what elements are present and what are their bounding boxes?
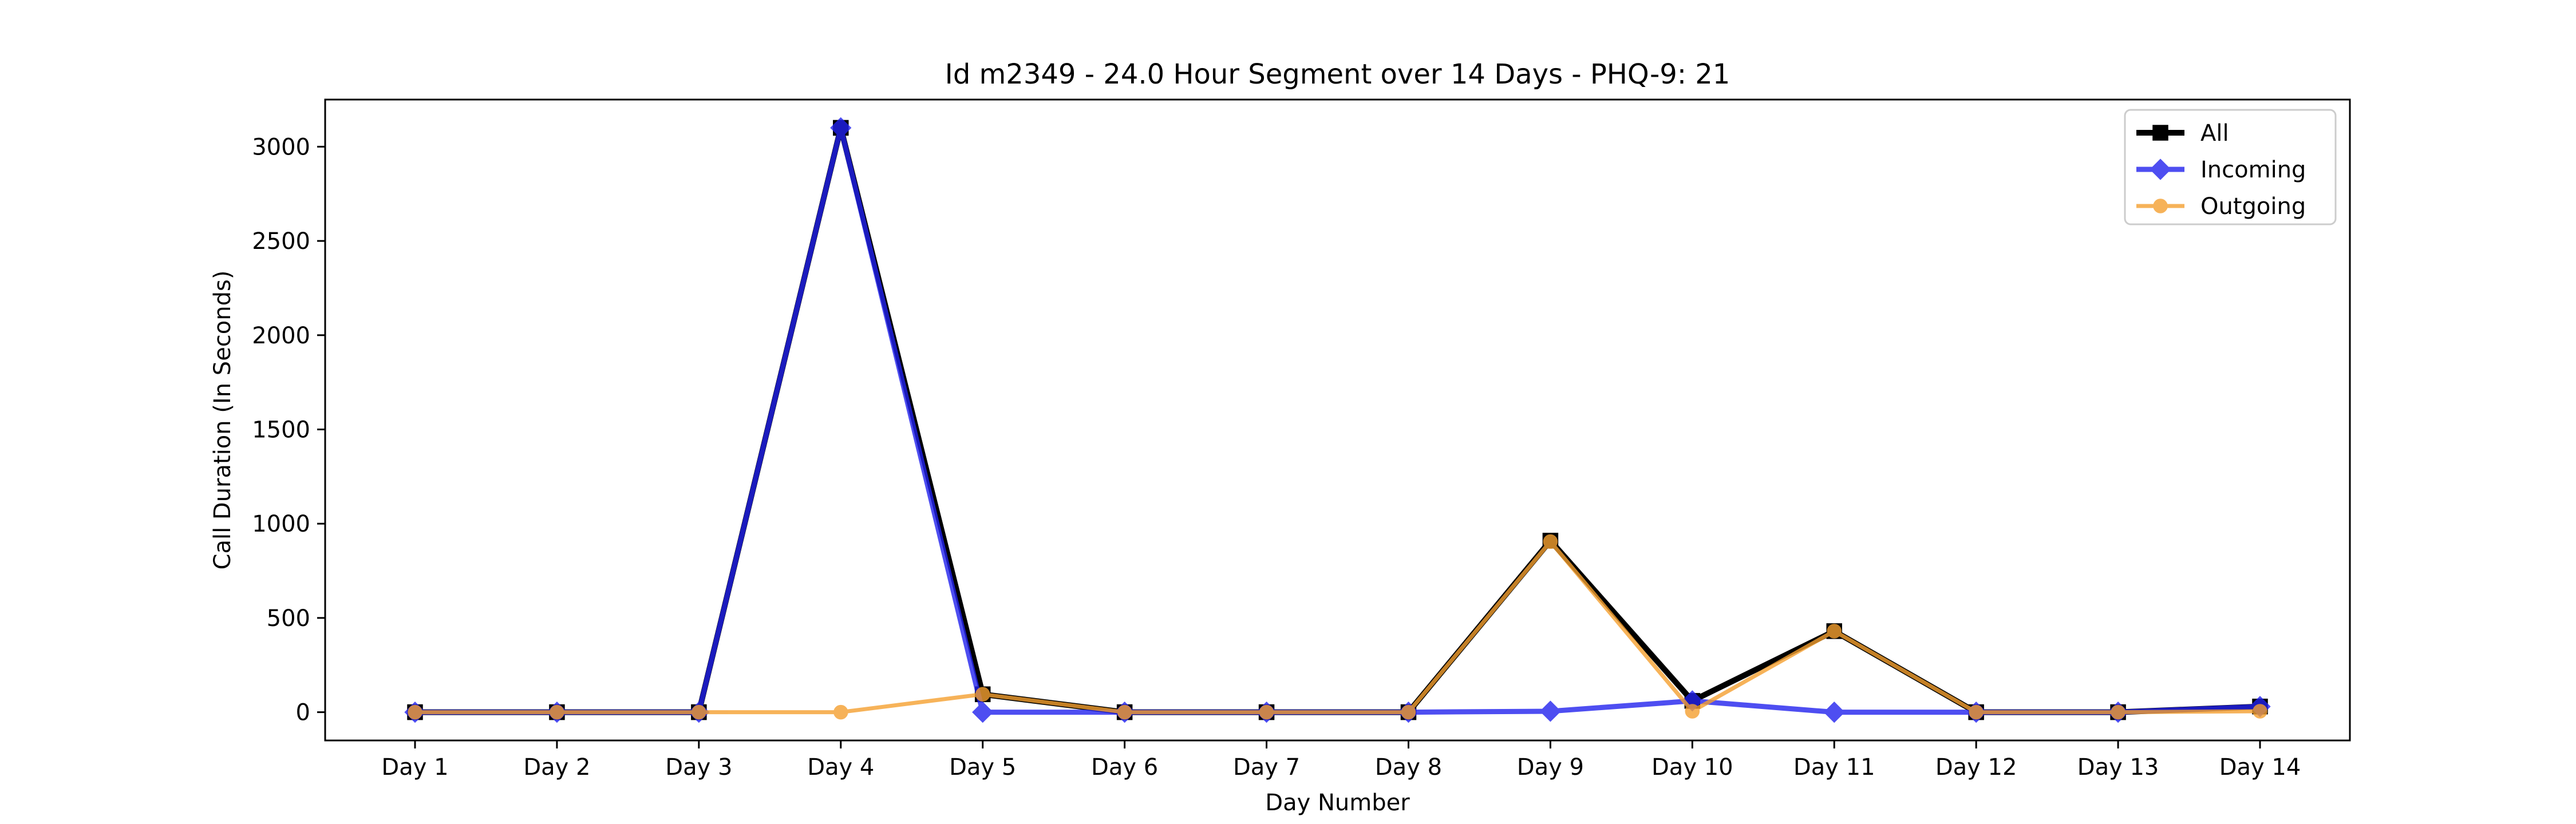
y-tick-label: 3000 [252, 134, 310, 160]
x-tick-label: Day 8 [1375, 754, 1442, 781]
data-point [975, 687, 990, 702]
series-outgoing [408, 534, 2267, 720]
data-point [1259, 704, 1274, 720]
data-point [1823, 701, 1845, 723]
series-layer [404, 117, 2271, 723]
legend-box [2124, 109, 2337, 225]
data-point [1685, 704, 1700, 719]
legend: All Incoming Outgoing [2124, 109, 2337, 225]
data-point [1543, 534, 1558, 549]
y-tick-label: 2000 [252, 323, 310, 349]
x-tick-label: Day 4 [807, 754, 874, 781]
data-point [2253, 704, 2267, 719]
y-axis: 0 500 1000 1500 2000 2500 3000 [252, 134, 325, 726]
legend-entry [2136, 159, 2184, 180]
data-point [550, 704, 564, 720]
x-axis: Day 1 Day 2 Day 3 Day 4 Day 5 Day 6 Day 7 Day 8… [381, 740, 2301, 781]
legend-marker [2150, 159, 2171, 180]
legend-label: Outgoing [2200, 193, 2306, 220]
legend-entry [2136, 199, 2184, 213]
data-point [830, 117, 852, 139]
x-tick-label: Day 6 [1091, 754, 1158, 781]
series-all [407, 120, 2268, 720]
y-tick-label: 0 [296, 700, 310, 726]
data-point [833, 704, 848, 720]
series-incoming [404, 117, 2271, 723]
data-point [692, 704, 706, 720]
y-tick-label: 500 [267, 605, 310, 632]
x-tick-label: Day 11 [1793, 754, 1875, 781]
series-line [415, 539, 2261, 715]
legend-marker [2152, 125, 2168, 141]
legend-marker [2153, 199, 2168, 213]
y-tick-label: 2500 [252, 228, 310, 255]
legend-label: Incoming [2200, 157, 2306, 183]
x-axis-label: Day Number [1265, 790, 1410, 816]
x-tick-label: Day 14 [2219, 754, 2301, 781]
chart-title: Id m2349 - 24.0 Hour Segment over 14 Day… [945, 58, 1730, 90]
plot-area [324, 98, 2351, 742]
data-point [1827, 624, 1842, 639]
series-line [415, 125, 2261, 715]
data-point [1969, 704, 1984, 720]
data-point [1117, 704, 1132, 720]
legend-label: All [2200, 120, 2229, 146]
data-point [1401, 704, 1416, 720]
data-point [408, 704, 422, 720]
data-point [2111, 704, 2125, 720]
x-tick-label: Day 13 [2077, 754, 2159, 781]
series-line [415, 125, 2261, 715]
x-tick-label: Day 1 [381, 754, 448, 781]
legend-entry [2136, 125, 2184, 141]
x-tick-label: Day 9 [1517, 754, 1584, 781]
x-tick-label: Day 2 [523, 754, 590, 781]
x-tick-label: Day 5 [949, 754, 1016, 781]
x-tick-label: Day 7 [1233, 754, 1300, 781]
y-tick-label: 1000 [252, 511, 310, 537]
data-point [1539, 700, 1561, 722]
x-tick-label: Day 10 [1652, 754, 1733, 781]
data-point [972, 701, 994, 723]
y-tick-label: 1500 [252, 417, 310, 443]
x-tick-label: Day 3 [665, 754, 732, 781]
x-tick-label: Day 12 [1935, 754, 2017, 781]
y-axis-label: Call Duration (In Seconds) [210, 271, 236, 570]
